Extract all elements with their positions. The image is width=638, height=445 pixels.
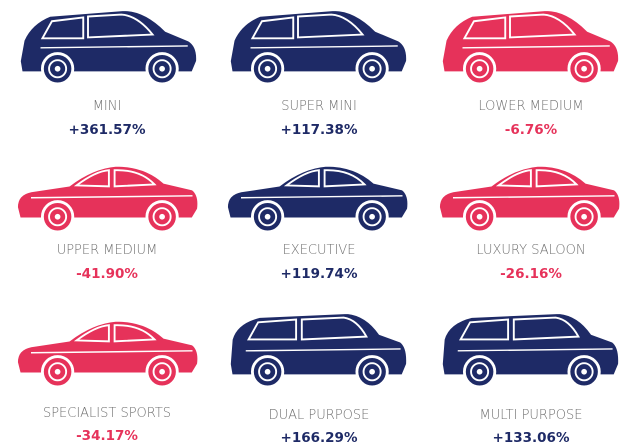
car-icon <box>230 10 408 84</box>
change-value: +166.29% <box>281 430 358 445</box>
category-label: LOWER MEDIUM <box>478 99 583 114</box>
category-label: UPPER MEDIUM <box>57 243 158 258</box>
change-value: +117.38% <box>281 122 358 138</box>
category-label: MINI <box>93 99 122 114</box>
page: MINI +361.57% SUPER MINI +117.38% LOWER … <box>0 0 638 445</box>
category-label: SUPER MINI <box>281 99 357 114</box>
car-icon <box>439 165 621 232</box>
car-icon <box>17 165 199 232</box>
change-value: -26.16% <box>500 266 562 282</box>
category-label: EXECUTIVE <box>283 243 356 258</box>
category-label: MULTI PURPOSE <box>479 408 582 423</box>
change-value: -41.90% <box>76 266 138 282</box>
category-label: SPECIALIST SPORTS <box>43 406 171 421</box>
car-icon <box>230 313 408 387</box>
change-value: +361.57% <box>69 122 146 138</box>
change-value: -6.76% <box>505 122 558 138</box>
car-icon <box>20 10 198 84</box>
car-icon <box>227 165 409 232</box>
change-value: +133.06% <box>493 430 570 445</box>
car-icon <box>442 10 620 84</box>
category-label: DUAL PURPOSE <box>269 408 370 423</box>
car-icon <box>17 320 199 387</box>
car-icon <box>442 313 620 387</box>
change-value: +119.74% <box>281 266 358 282</box>
infographic: MINI +361.57% SUPER MINI +117.38% LOWER … <box>0 0 638 445</box>
change-value: -34.17% <box>76 428 138 444</box>
category-label: LUXURY SALOON <box>476 243 585 258</box>
